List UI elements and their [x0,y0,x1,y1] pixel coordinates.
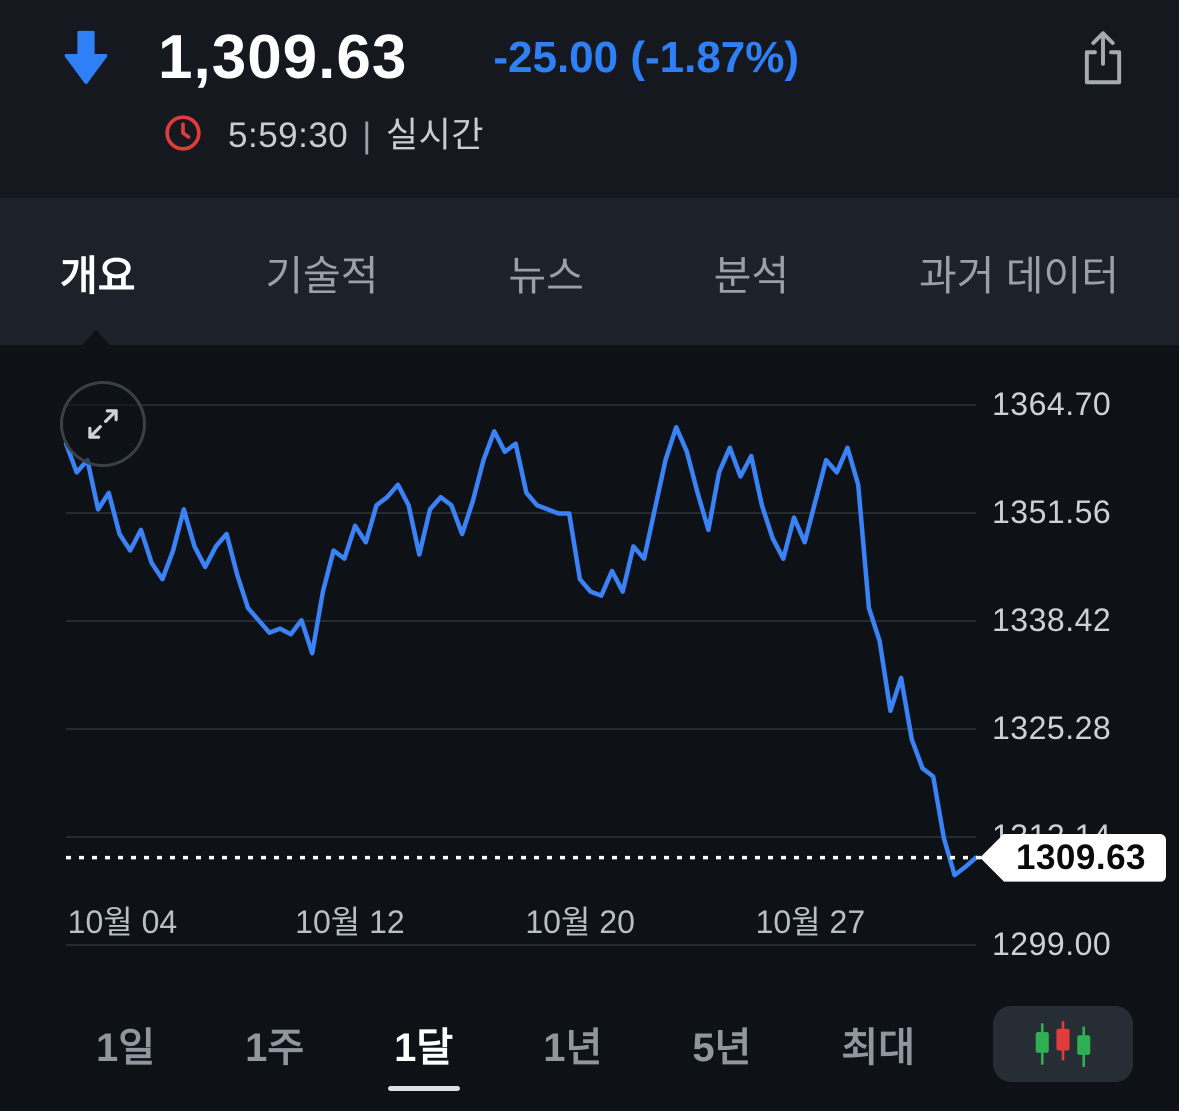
timestamp-row: 5:59:30 | 실시간 [0,107,1179,158]
price-row: 1,309.63 -25.00 (-1.87%) [0,0,1179,93]
range-1d[interactable]: 1일 [96,1026,156,1070]
tab-overview[interactable]: 개요 [60,242,135,352]
current-price-tag-label: 1309.63 [1016,837,1147,877]
x-tick-label: 10월 27 [755,904,866,940]
chart-section: 1364.701351.561338.421325.281312.141299.… [0,345,1179,985]
y-tick-label: 1299.00 [992,926,1112,962]
down-arrow-icon [64,30,108,84]
y-tick-label: 1338.42 [992,602,1112,638]
last-update-time: 5:59:30 | 실시간 [228,107,484,158]
candlestick-icon [1035,1021,1091,1067]
tab-bar: 개요 기술적 뉴스 분석 과거 데이터 [0,198,1179,352]
price-change: -25.00 (-1.87%) [493,32,800,82]
range-buttons: 1일 1주 1달 1년 5년 최대 [96,1015,915,1073]
price-line [63,424,979,878]
quote-header: 1,309.63 -25.00 (-1.87%) 5:59:30 | 실시간 [0,0,1179,198]
expand-chart-button[interactable] [60,381,146,467]
range-5y[interactable]: 5년 [692,1026,752,1070]
range-1w[interactable]: 1주 [245,1026,305,1070]
current-price: 1,309.63 [158,23,408,92]
current-price-tag: 1309.63 [980,833,1166,882]
range-1y[interactable]: 1년 [543,1026,603,1070]
x-tick-label: 10월 04 [67,904,178,940]
tab-technical[interactable]: 기술적 [265,252,379,299]
clock-icon [165,114,201,151]
tab-analysis[interactable]: 분석 [713,252,790,299]
time-value: 5:59:30 [228,116,349,155]
range-max[interactable]: 최대 [841,1026,915,1070]
y-tick-label: 1351.56 [992,494,1112,530]
expand-icon [88,409,118,439]
range-bar: 1일 1주 1달 1년 5년 최대 [0,985,1179,1111]
range-1m[interactable]: 1달 [394,1015,453,1073]
price-chart[interactable] [63,404,984,946]
share-button[interactable] [1075,28,1131,88]
tab-history[interactable]: 과거 데이터 [918,252,1119,299]
x-tick-label: 10월 12 [295,904,405,940]
y-tick-label: 1325.28 [992,710,1112,746]
y-tick-label: 1364.70 [992,386,1112,422]
chart-type-button[interactable] [993,1006,1133,1082]
tab-news[interactable]: 뉴스 [508,252,584,299]
x-tick-label: 10월 20 [525,904,635,940]
session-label: 실시간 [385,116,484,155]
time-divider: | [362,116,372,155]
share-icon [1084,30,1122,84]
